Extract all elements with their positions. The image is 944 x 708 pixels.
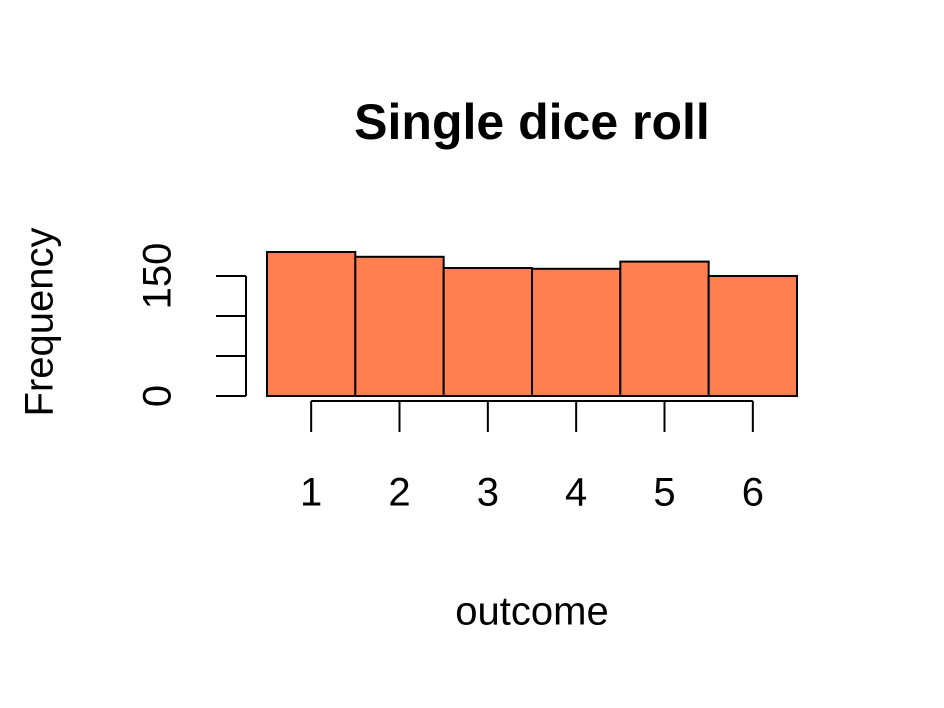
bar [619,260,710,397]
x-tick-label: 6 [742,471,764,515]
chart-title: Single dice roll [354,94,710,150]
y-axis-label: Frequency [18,228,62,417]
bar [442,267,533,397]
y-tick-label: 0 [136,385,180,407]
bar [531,267,622,397]
x-tick-label: 2 [388,471,410,515]
x-tick-label: 5 [653,471,675,515]
bar [707,275,799,397]
x-tick-label: 1 [300,471,322,515]
y-tick-label: 150 [136,243,180,310]
x-tick-label: 4 [565,471,587,515]
bar [266,251,357,397]
bar [354,255,445,397]
x-axis-label: outcome [455,590,608,634]
x-tick-label: 3 [477,471,499,515]
